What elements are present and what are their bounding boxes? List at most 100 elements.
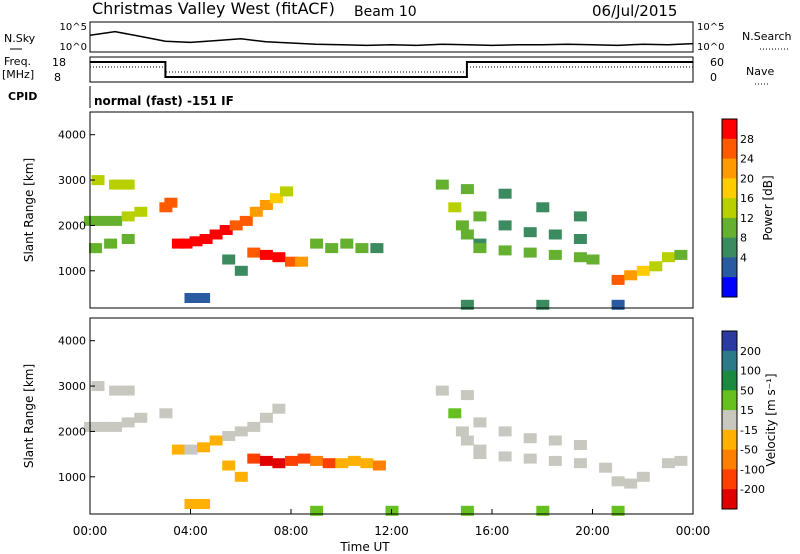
colorbar-tick-label: 12: [740, 212, 754, 225]
power-cell: [536, 299, 550, 310]
power-cell: [460, 229, 474, 240]
colorbar-swatch: [722, 257, 737, 278]
velocity-colorbar-swatches: [722, 331, 737, 510]
velocity-cell: [460, 390, 474, 401]
velocity-cell: [222, 460, 236, 471]
freq-unit: [MHz]: [2, 68, 34, 81]
velocity-colorbar-frame: [721, 330, 738, 510]
velocity-cell: [310, 505, 324, 516]
velocity-cell: [134, 412, 148, 423]
y-tick-label: 4000: [58, 335, 86, 348]
nave-series-line: [90, 66, 693, 73]
velocity-cell: [498, 426, 512, 437]
power-cell: [455, 220, 469, 231]
power-cell: [222, 254, 236, 265]
power-cell: [636, 265, 650, 276]
y-tick-label: 4000: [58, 129, 86, 142]
power-cell: [523, 227, 537, 238]
power-cell: [164, 197, 178, 208]
power-cell: [448, 202, 462, 213]
velocity-cell: [360, 458, 374, 469]
velocity-cell: [636, 471, 650, 482]
velocity-cell: [573, 440, 587, 450]
power-cell: [586, 254, 600, 265]
freq-panel: Freq. [MHz] 18 8 60 0 Nave: [2, 55, 774, 85]
power-cell: [285, 256, 298, 267]
velocity-cell: [455, 426, 469, 437]
nsearch-tick-low: 10^0: [697, 42, 724, 53]
x-axis-ticks: 00:00 04:00 08:00 12:00 16:00 20:00 00:00: [73, 509, 710, 538]
nsky-frame: [89, 21, 694, 53]
velocity-cell: [91, 381, 105, 392]
power-cell: [234, 265, 248, 276]
power-cell: [249, 206, 263, 217]
power-cell: [219, 225, 233, 235]
x-tick-label: 12:00: [374, 524, 409, 538]
power-cell: [280, 186, 293, 197]
velocity-cell: [573, 458, 587, 469]
power-cell: [611, 274, 625, 285]
colorbar-tick-label: 200: [740, 345, 761, 358]
power-cell: [624, 270, 638, 281]
velocity-cell: [234, 471, 248, 482]
x-tick-label: 16:00: [475, 524, 510, 538]
velocity-cell: [523, 453, 537, 464]
power-cell: [121, 211, 135, 222]
colorbar-tick-label: -200: [740, 483, 765, 496]
velocity-cell: [222, 431, 236, 441]
power-panel: 1000 2000 3000 4000 Slant Range [km]: [22, 111, 694, 310]
colorbar-swatch: [722, 237, 737, 258]
colorbar-tick-label: 24: [740, 153, 754, 166]
velocity-cell: [523, 433, 537, 444]
power-cell: [247, 247, 261, 258]
velocity-cell: [347, 455, 361, 466]
y-tick-label: 2000: [58, 219, 86, 232]
power-cell: [460, 299, 474, 310]
nave-label: Nave: [746, 65, 774, 78]
colorbar-swatch: [722, 469, 737, 490]
power-cell: [573, 211, 587, 222]
power-cell: [121, 179, 135, 190]
velocity-colorbar: 200 100 50 15 -15 -50 -100 -200 Velocity [m s⁻¹…: [721, 330, 778, 510]
velocity-cells: [84, 381, 688, 516]
velocity-cell: [661, 458, 675, 469]
date-label: 06/Jul/2015: [592, 2, 677, 20]
colorbar-tick-label: 16: [740, 192, 754, 205]
velocity-cell: [234, 426, 248, 437]
x-tick-label: 08:00: [274, 524, 309, 538]
velocity-cell: [536, 505, 550, 516]
colorbar-swatch: [722, 119, 737, 140]
freq-label: Freq.: [4, 55, 31, 68]
velocity-cell: [599, 462, 613, 473]
colorbar-tick-label: -15: [740, 424, 758, 437]
cpid-text: normal (fast) -151 IF: [94, 94, 234, 108]
beam-label: Beam 10: [354, 4, 417, 20]
velocity-colorbar-label: Velocity [m s⁻¹]: [764, 373, 778, 466]
power-cell: [199, 234, 213, 244]
power-cell: [272, 252, 286, 263]
x-tick-label: 04:00: [173, 524, 208, 538]
power-cell: [548, 249, 562, 260]
power-cell: [109, 179, 123, 190]
power-cell: [649, 261, 663, 272]
colorbar-swatch: [722, 217, 737, 239]
velocity-cell: [448, 408, 462, 419]
cpid-row: CPID normal (fast) -151 IF: [8, 86, 234, 108]
power-colorbar-ticks: 28 24 20 16 12 8 4: [740, 133, 754, 265]
power-cell: [523, 247, 537, 258]
power-cell: [573, 234, 587, 244]
station-title: Christmas Valley West (fitACF): [92, 0, 335, 18]
x-tick-label: 00:00: [73, 524, 108, 538]
power-colorbar-frame: [721, 118, 738, 298]
colorbar-swatch: [722, 429, 737, 451]
power-cell: [573, 252, 587, 263]
y-tick-label: 2000: [58, 425, 86, 438]
velocity-cell: [159, 408, 173, 419]
colorbar-swatch: [722, 489, 737, 510]
x-axis-label: Time UT: [339, 540, 390, 554]
power-cell: [134, 206, 148, 217]
power-cell: [89, 243, 102, 254]
power-cell: [295, 256, 309, 267]
velocity-cell: [473, 417, 487, 428]
